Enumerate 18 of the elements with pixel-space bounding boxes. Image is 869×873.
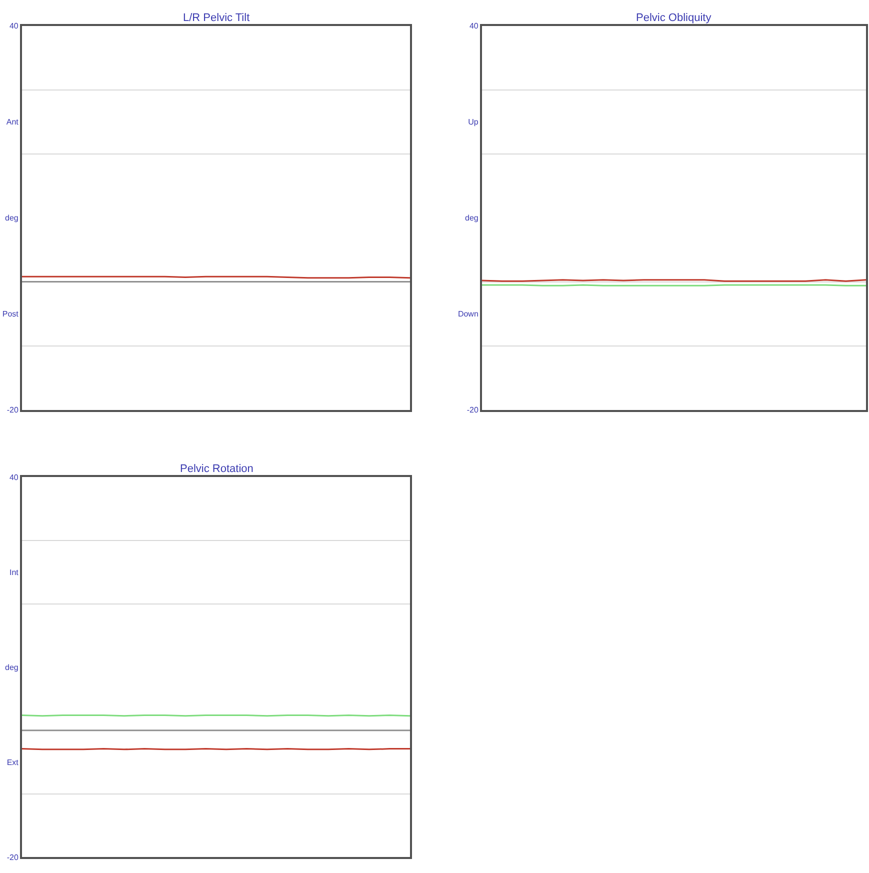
chart-title: Pelvic Rotation	[180, 463, 254, 475]
y-tick-label: Ant	[6, 118, 20, 127]
y-tick-label: Down	[458, 310, 478, 319]
y-tick-label: deg	[5, 214, 18, 223]
chart-title: L/R Pelvic Tilt	[183, 12, 250, 24]
y-tick-label: deg	[465, 214, 478, 223]
y-tick-label: 40	[9, 472, 19, 482]
y-tick-label: -20	[466, 406, 479, 415]
y-tick-label: Int	[9, 568, 20, 577]
y-tick-label: deg	[5, 662, 18, 672]
y-tick-label: Post	[2, 310, 20, 319]
y-tick-label: -20	[6, 406, 19, 415]
y-tick-label: Up	[468, 118, 479, 127]
chart-title: Pelvic Obliquity	[636, 12, 712, 24]
y-tick-label: 40	[469, 22, 479, 31]
y-tick-label: Ext	[6, 758, 20, 767]
y-tick-label: 40	[9, 22, 19, 31]
y-tick-label: -20	[6, 852, 19, 862]
